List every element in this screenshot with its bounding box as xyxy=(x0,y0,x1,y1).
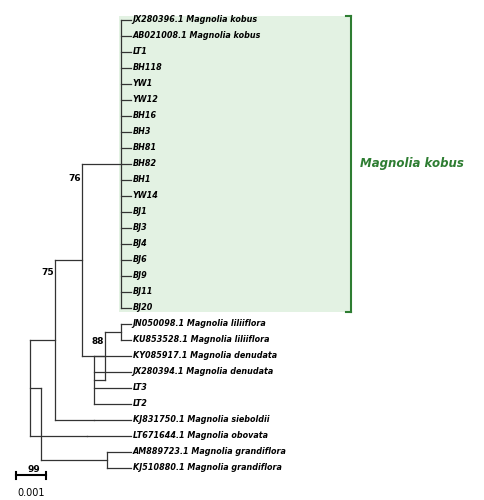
Text: BJ1: BJ1 xyxy=(133,207,147,216)
Text: BJ20: BJ20 xyxy=(133,303,153,312)
Text: 75: 75 xyxy=(41,268,54,278)
Text: YW12: YW12 xyxy=(133,95,158,104)
Text: BH82: BH82 xyxy=(133,159,157,168)
Text: BH16: BH16 xyxy=(133,111,157,120)
Text: BJ3: BJ3 xyxy=(133,223,147,232)
Text: BJ11: BJ11 xyxy=(133,287,153,296)
Text: YW1: YW1 xyxy=(133,79,153,88)
Text: LT1: LT1 xyxy=(133,47,148,56)
Text: BH1: BH1 xyxy=(133,175,151,184)
Text: JX280396.1 Magnolia kobus: JX280396.1 Magnolia kobus xyxy=(133,15,257,24)
Text: KY085917.1 Magnolia denudata: KY085917.1 Magnolia denudata xyxy=(133,351,277,360)
Text: BH3: BH3 xyxy=(133,127,151,136)
Text: BJ6: BJ6 xyxy=(133,255,147,264)
Text: BJ4: BJ4 xyxy=(133,239,147,248)
Text: BH118: BH118 xyxy=(133,63,162,72)
Bar xyxy=(119,16,351,312)
Text: BJ9: BJ9 xyxy=(133,271,147,280)
Text: LT671644.1 Magnolia obovata: LT671644.1 Magnolia obovata xyxy=(133,431,268,440)
Text: AB021008.1 Magnolia kobus: AB021008.1 Magnolia kobus xyxy=(133,31,261,40)
Text: KJ831750.1 Magnolia sieboldii: KJ831750.1 Magnolia sieboldii xyxy=(133,415,269,424)
Text: KU853528.1 Magnolia liliiflora: KU853528.1 Magnolia liliiflora xyxy=(133,335,269,344)
Text: JN050098.1 Magnolia liliiflora: JN050098.1 Magnolia liliiflora xyxy=(133,319,266,328)
Text: Magnolia kobus: Magnolia kobus xyxy=(360,157,464,170)
Text: BH81: BH81 xyxy=(133,143,157,152)
Text: AM889723.1 Magnolia grandiflora: AM889723.1 Magnolia grandiflora xyxy=(133,447,287,456)
Text: 99: 99 xyxy=(28,464,40,473)
Text: 0.001: 0.001 xyxy=(17,488,45,498)
Text: 88: 88 xyxy=(91,336,104,345)
Text: 76: 76 xyxy=(68,174,81,184)
Text: JX280394.1 Magnolia denudata: JX280394.1 Magnolia denudata xyxy=(133,367,274,376)
Text: LT2: LT2 xyxy=(133,399,148,408)
Text: YW14: YW14 xyxy=(133,191,158,200)
Text: KJ510880.1 Magnolia grandiflora: KJ510880.1 Magnolia grandiflora xyxy=(133,463,281,472)
Text: LT3: LT3 xyxy=(133,383,148,392)
